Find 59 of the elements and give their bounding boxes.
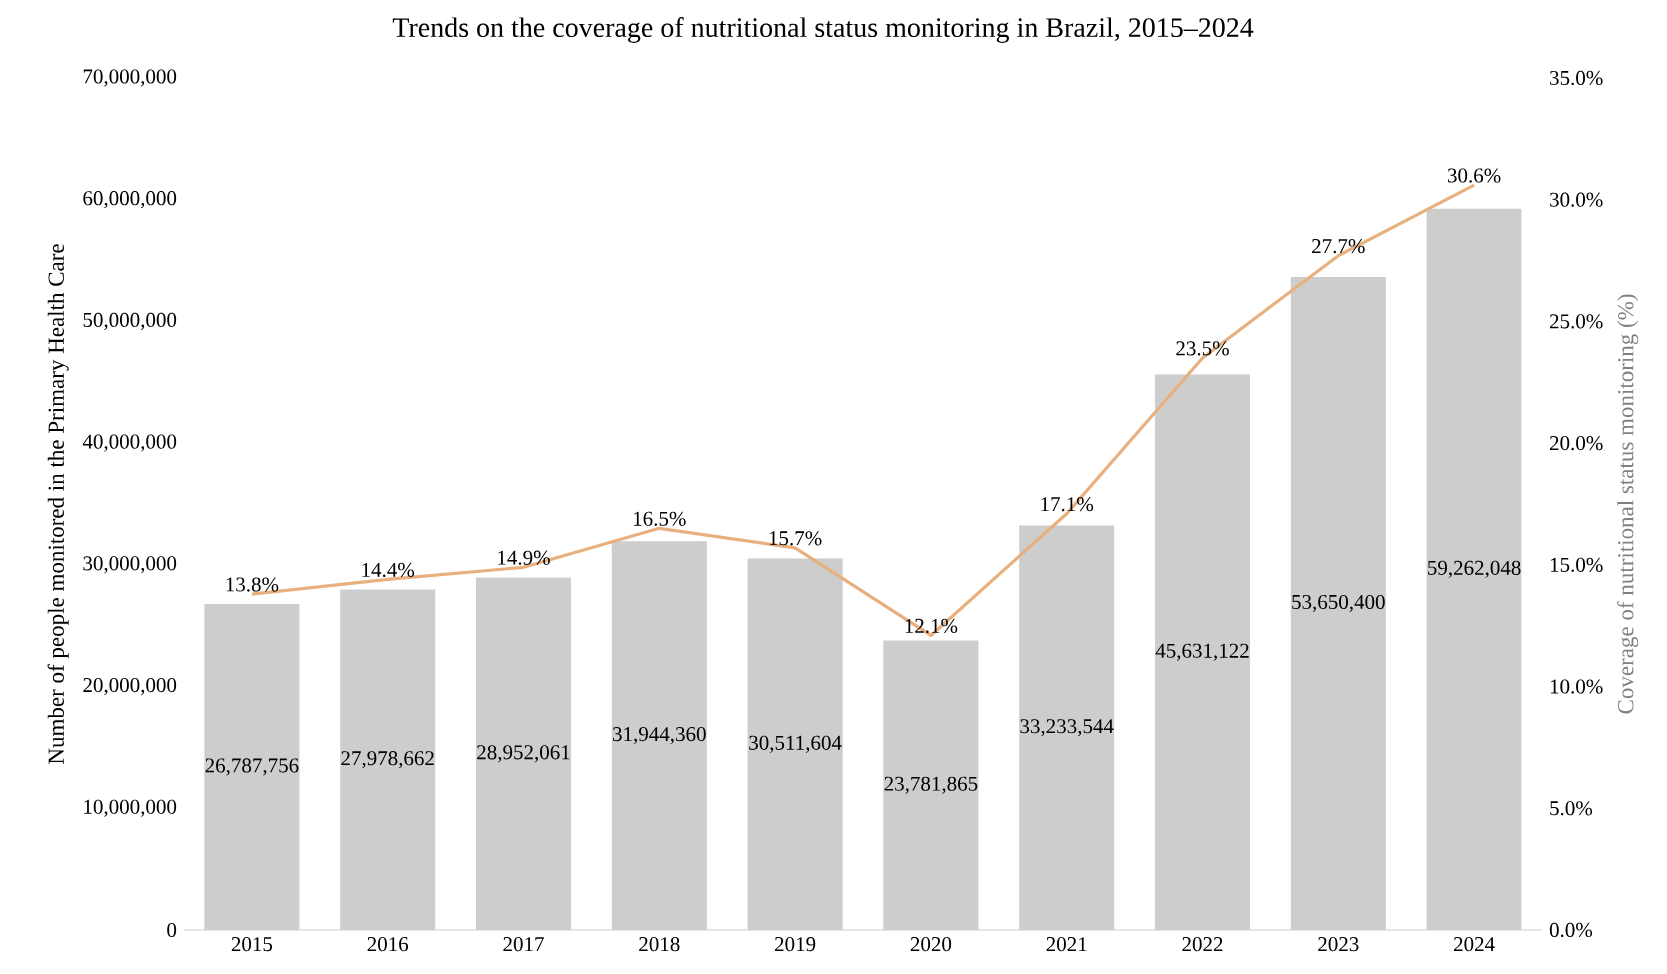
bar (1019, 525, 1115, 930)
bar (204, 603, 300, 930)
x-tick-label: 2023 (1318, 937, 1359, 952)
x-tick-label: 2016 (367, 937, 409, 952)
bar (1290, 276, 1386, 930)
data-label: 53,650,400 (1292, 594, 1385, 613)
x-tick-label: 2022 (1182, 937, 1223, 952)
data-label: 23,781,865 (884, 776, 978, 794)
bar (340, 589, 436, 930)
x-tick-label: 2017 (503, 937, 544, 952)
x-tick-label: 2021 (1046, 937, 1087, 952)
y2-tick-label: 20.0% (1549, 436, 1603, 451)
data-label: 27,978,662 (341, 751, 434, 769)
bar (1154, 374, 1251, 930)
y2-axis-title: Coverage of nutritional status monitoring (%) (1617, 294, 1639, 714)
y-tick-label: 70,000,000 (83, 69, 177, 87)
y-tick-label: 0 (167, 922, 177, 938)
bar (1426, 208, 1522, 930)
data-label: 45,631,122 (1155, 643, 1249, 661)
y2-tick-label: 35.0% (1550, 70, 1603, 86)
y2-tick-label: 5.0% (1550, 801, 1593, 816)
data-label: 59,262,048 (1428, 560, 1521, 578)
data-label: 13.8% (226, 577, 279, 592)
y-tick-label: 40,000,000 (82, 434, 177, 452)
y2-tick-label: 10.0% (1550, 679, 1603, 694)
y2-tick-label: 25.0% (1549, 314, 1603, 329)
x-tick-label: 2024 (1454, 937, 1495, 952)
y2-tick-label: 30.0% (1550, 192, 1603, 207)
data-label: 26,787,756 (205, 758, 299, 776)
y-axis-title: Number of people monitored in the Primary Health Care (47, 244, 69, 764)
y-tick-label: 60,000,000 (83, 191, 177, 209)
data-label: 30.6% (1447, 168, 1501, 183)
data-label: 31,944,360 (613, 726, 706, 745)
data-label: 15.7% (769, 531, 822, 546)
data-label: 33,233,544 (1020, 719, 1114, 737)
y2-tick-label: 15.0% (1550, 557, 1603, 572)
data-label: 17.1% (1041, 497, 1094, 512)
x-tick-label: 2018 (639, 937, 680, 952)
y-tick-label: 20,000,000 (83, 677, 177, 696)
x-tick-label: 2019 (775, 937, 816, 952)
data-label: 16.5% (634, 511, 686, 526)
y2-tick-label: 0.0% (1549, 922, 1593, 938)
bar (747, 558, 843, 930)
x-tick-label: 2020 (910, 937, 952, 952)
bar (475, 577, 572, 930)
data-label: 12.1% (905, 618, 958, 634)
y-tick-label: 50,000,000 (83, 312, 177, 331)
data-label: 14.4% (362, 562, 415, 578)
data-label: 28,952,061 (477, 745, 570, 763)
chart-title: Trends on the coverage of nutritional status monitoring in Brazil, 2015–2024 (392, 17, 1254, 43)
data-label: 30,511,604 (749, 735, 842, 753)
bar (611, 541, 707, 930)
x-tick-label: 2015 (231, 937, 273, 952)
data-label: 14.9% (498, 550, 550, 565)
data-label: 23.5% (1176, 341, 1229, 356)
bar (883, 640, 979, 930)
y-tick-label: 30,000,000 (83, 556, 177, 574)
data-label: 27.7% (1312, 239, 1365, 254)
y-tick-label: 10,000,000 (84, 799, 177, 817)
